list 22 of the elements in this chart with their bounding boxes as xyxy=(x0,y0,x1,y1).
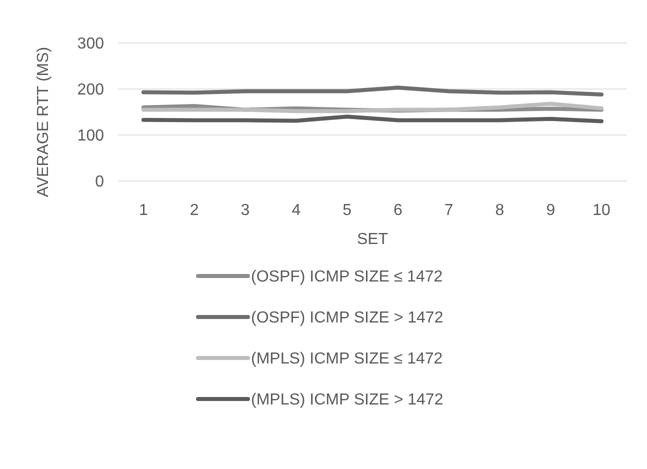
x-tick-label: 4 xyxy=(292,202,301,219)
y-tick-label: 100 xyxy=(77,128,104,145)
legend-label: (OSPF) ICMP SIZE ≤ 1472 xyxy=(251,268,443,286)
x-tick-label: 1 xyxy=(138,202,148,219)
legend-label: (MPLS) ICMP SIZE ≤ 1472 xyxy=(251,350,443,368)
x-tick-label: 3 xyxy=(240,202,250,219)
legend-label: (OSPF) ICMP SIZE > 1472 xyxy=(251,310,444,327)
x-tick-label: 2 xyxy=(190,202,199,219)
x-tick-label: 10 xyxy=(592,202,611,219)
x-tick-label: 8 xyxy=(495,202,504,219)
x-tick-label: 9 xyxy=(546,202,556,219)
legend-label: (MPLS) ICMP SIZE > 1472 xyxy=(251,392,444,409)
y-tick-label: 300 xyxy=(77,36,104,53)
x-tick-label: 6 xyxy=(393,202,402,219)
y-axis-title: AVERAGE RTT (MS) xyxy=(35,46,52,198)
x-axis-title: SET xyxy=(356,231,388,248)
x-tick-label: 7 xyxy=(444,202,454,219)
y-tick-label: 200 xyxy=(77,82,104,99)
line-series xyxy=(141,102,604,114)
x-tick-label: 5 xyxy=(342,202,352,219)
line-series xyxy=(141,86,604,97)
y-tick-label: 0 xyxy=(95,174,104,191)
